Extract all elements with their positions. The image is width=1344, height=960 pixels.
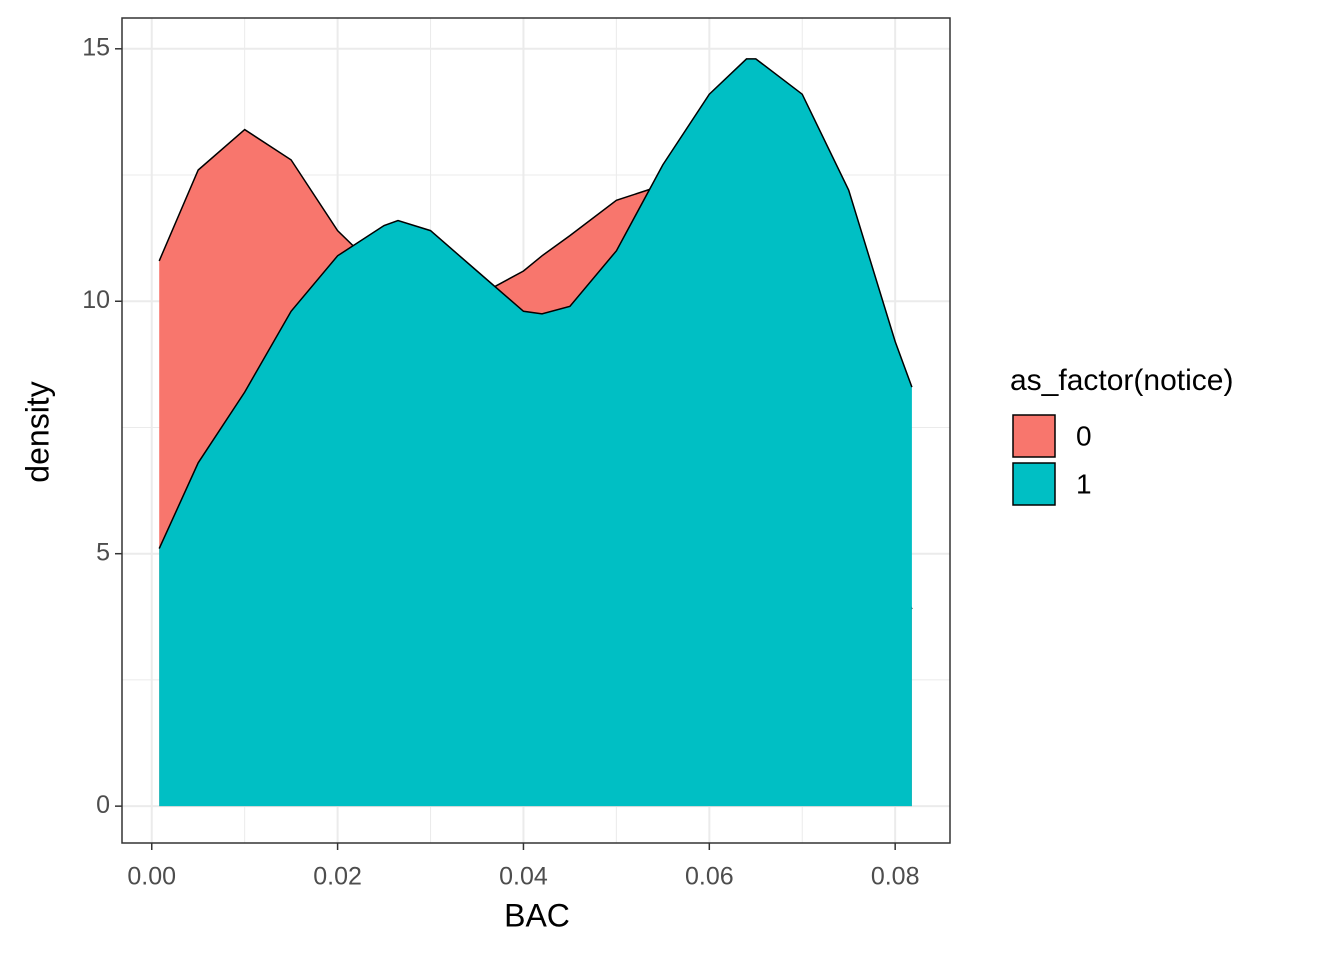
y-tick-label: 10 xyxy=(82,286,110,314)
legend-key xyxy=(1012,462,1056,506)
y-axis-title: density xyxy=(19,381,55,482)
x-tick-label: 0.02 xyxy=(313,863,362,891)
legend-title: as_factor(notice) xyxy=(1010,364,1233,397)
y-tick-label: 0 xyxy=(96,791,110,819)
y-tick-label: 5 xyxy=(96,538,110,566)
y-tick-label: 15 xyxy=(82,33,110,61)
density-area xyxy=(159,58,912,807)
legend-label: 0 xyxy=(1076,420,1092,451)
x-tick-label: 0.00 xyxy=(127,863,176,891)
legend-label: 1 xyxy=(1076,468,1092,499)
x-tick-label: 0.06 xyxy=(685,863,734,891)
legend-key xyxy=(1012,414,1056,458)
density-outline xyxy=(158,58,913,549)
x-tick-label: 0.08 xyxy=(871,863,920,891)
panel-border xyxy=(121,17,951,844)
x-axis-title: BAC xyxy=(504,897,570,933)
x-tick-label: 0.04 xyxy=(499,863,548,891)
